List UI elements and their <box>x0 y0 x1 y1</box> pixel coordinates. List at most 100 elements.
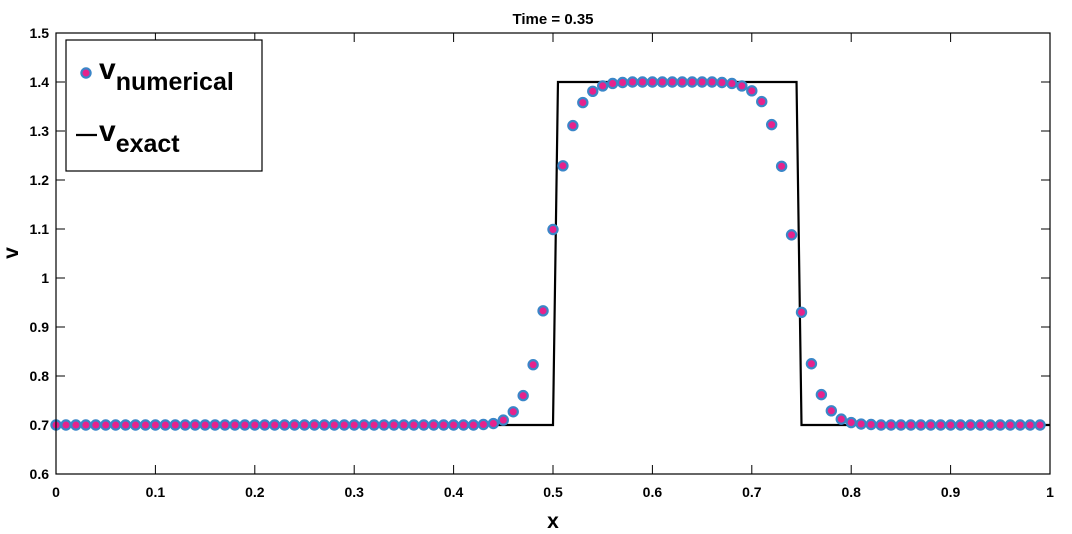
numerical-point <box>378 419 390 431</box>
legend-label-numerical-sub: numerical <box>116 68 234 96</box>
y-tick-label: 1.1 <box>30 221 50 237</box>
legend-label-numerical: vnumerical <box>99 53 234 96</box>
numerical-point <box>199 419 211 431</box>
numerical-point <box>855 418 867 430</box>
numerical-point <box>775 160 788 172</box>
numerical-point <box>1024 419 1036 431</box>
numerical-point <box>1004 419 1016 431</box>
numerical-point <box>984 419 997 431</box>
legend-box <box>65 39 263 172</box>
x-tick-label: 0.4 <box>444 484 464 500</box>
numerical-point <box>149 419 162 431</box>
numerical-point <box>308 419 321 431</box>
numerical-point <box>298 419 311 431</box>
y-tick-label: 1 <box>41 270 49 286</box>
y-tick-label: 1.3 <box>30 123 50 139</box>
numerical-point <box>577 96 589 109</box>
numerical-point <box>925 419 937 431</box>
numerical-point <box>418 419 430 431</box>
numerical-point <box>964 419 977 431</box>
numerical-point <box>388 419 400 431</box>
legend-label-exact-sub: exact <box>116 130 181 158</box>
numerical-point <box>447 419 460 431</box>
numerical-point <box>278 419 291 431</box>
numerical-point <box>219 419 231 431</box>
numerical-point <box>527 359 539 371</box>
x-tick-label: 0.1 <box>146 484 166 500</box>
numerical-point <box>239 419 251 431</box>
numerical-point <box>706 76 718 88</box>
numerical-point <box>676 76 688 88</box>
numerical-point <box>60 419 72 431</box>
numerical-point <box>129 419 142 431</box>
numerical-point <box>328 419 341 431</box>
numerical-point <box>368 419 380 431</box>
numerical-point <box>746 85 758 97</box>
numerical-point <box>408 419 420 431</box>
x-tick-label: 0.5 <box>543 484 563 500</box>
numerical-point <box>507 406 519 418</box>
x-tick-label: 0.6 <box>643 484 663 500</box>
numerical-point <box>636 76 649 88</box>
y-tick-label: 0.9 <box>30 319 50 335</box>
numerical-point <box>815 388 828 401</box>
numerical-point <box>825 405 838 417</box>
numerical-point <box>915 419 927 431</box>
numerical-point <box>109 419 122 431</box>
numerical-point <box>795 306 808 318</box>
numerical-series <box>50 76 1046 431</box>
numerical-point <box>756 95 768 108</box>
numerical-point <box>169 419 181 431</box>
x-tick-label: 0.9 <box>941 484 961 500</box>
numerical-point <box>934 419 947 431</box>
numerical-point <box>1034 419 1046 431</box>
numerical-point <box>99 419 112 431</box>
numerical-point <box>348 419 360 431</box>
numerical-point <box>736 80 748 92</box>
numerical-point <box>457 419 470 431</box>
legend-marker-numerical <box>80 67 92 79</box>
x-tick-label: 0.8 <box>841 484 861 500</box>
numerical-point <box>338 419 350 431</box>
numerical-point <box>696 76 708 88</box>
numerical-point <box>487 417 500 430</box>
numerical-point <box>567 119 579 132</box>
numerical-point <box>656 76 669 88</box>
legend-label-exact: vexact <box>99 115 180 158</box>
x-tick-label: 1 <box>1046 484 1054 500</box>
numerical-point <box>288 419 301 431</box>
y-tick-label: 0.8 <box>30 368 50 384</box>
numerical-point <box>974 419 987 431</box>
x-tick-label: 0 <box>52 484 60 500</box>
numerical-point <box>845 416 857 429</box>
numerical-point <box>467 419 480 431</box>
numerical-point <box>537 305 549 317</box>
numerical-point <box>895 419 907 431</box>
numerical-point <box>557 160 569 172</box>
numerical-point <box>229 419 241 431</box>
numerical-point <box>159 419 172 431</box>
numerical-point <box>80 419 92 431</box>
numerical-point <box>597 80 609 92</box>
numerical-point <box>616 76 629 89</box>
numerical-point <box>805 358 818 370</box>
chart-title: Time = 0.35 <box>512 11 593 28</box>
numerical-point <box>90 419 102 431</box>
numerical-point <box>189 419 201 431</box>
y-tick-label: 0.7 <box>30 417 50 433</box>
numerical-point <box>626 76 639 88</box>
numerical-point <box>517 389 529 402</box>
numerical-point <box>268 419 281 431</box>
numerical-point <box>318 419 331 431</box>
y-axis-label: v <box>0 247 23 259</box>
x-tick-label: 0.3 <box>344 484 364 500</box>
numerical-point <box>358 419 370 431</box>
numerical-point <box>1014 419 1026 431</box>
numerical-point <box>428 419 440 431</box>
y-tick-label: 1.4 <box>30 74 50 90</box>
numerical-point <box>179 419 191 431</box>
numerical-point <box>398 419 410 431</box>
numerical-point <box>765 118 778 131</box>
y-tick-label: 1.2 <box>30 172 50 188</box>
plot-area-border <box>55 32 1051 475</box>
